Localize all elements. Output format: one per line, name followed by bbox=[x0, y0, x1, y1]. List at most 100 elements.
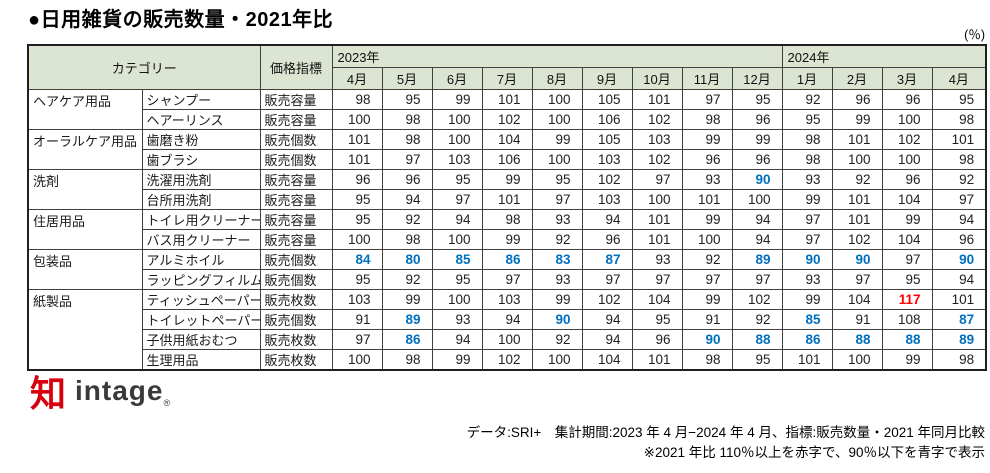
value-cell: 90 bbox=[931, 248, 987, 270]
value-cell: 100 bbox=[331, 348, 383, 370]
value-cell: 101 bbox=[931, 128, 987, 150]
value-cell: 99 bbox=[681, 208, 733, 230]
value-cell: 83 bbox=[531, 248, 583, 270]
month-header: 4月 bbox=[331, 66, 383, 90]
value-cell: 80 bbox=[381, 248, 433, 270]
value-cell: 105 bbox=[581, 88, 633, 110]
item-cell: トイレ用クリーナー bbox=[141, 208, 261, 230]
value-cell: 103 bbox=[481, 288, 533, 310]
month-header: 11月 bbox=[681, 66, 733, 90]
value-cell: 103 bbox=[581, 148, 633, 170]
month-header: 6月 bbox=[431, 66, 483, 90]
indicator-column-header: 価格指標 bbox=[259, 44, 333, 90]
value-cell: 100 bbox=[431, 108, 483, 130]
indicator-cell: 販売個数 bbox=[259, 248, 333, 270]
indicator-cell: 販売容量 bbox=[259, 168, 333, 190]
value-cell: 104 bbox=[881, 228, 933, 250]
value-cell: 100 bbox=[731, 188, 783, 210]
value-cell: 95 bbox=[731, 88, 783, 110]
value-cell: 98 bbox=[681, 108, 733, 130]
value-cell: 97 bbox=[731, 268, 783, 290]
value-cell: 94 bbox=[381, 188, 433, 210]
table-row: 生理用品 販売枚数 100 98 99 102 100 104 101 98 95 101 100 99 9… bbox=[28, 348, 987, 370]
value-cell: 95 bbox=[431, 268, 483, 290]
value-cell: 94 bbox=[481, 308, 533, 330]
value-cell: 100 bbox=[481, 328, 533, 350]
footer-legend-line: ※2021 年比 110％以上を赤字で、90％以下を青字で表示 bbox=[643, 445, 985, 460]
value-cell: 104 bbox=[581, 348, 633, 370]
indicator-cell: 販売枚数 bbox=[259, 288, 333, 310]
value-cell: 99 bbox=[431, 88, 483, 110]
value-cell: 101 bbox=[931, 288, 987, 310]
table-row: オーラルケア用品 歯磨き粉 販売個数 101 98 100 104 99 105 103 99 99 9… bbox=[27, 128, 987, 170]
year-2023-header: 2023年 bbox=[331, 44, 783, 68]
value-cell: 100 bbox=[431, 228, 483, 250]
value-cell: 95 bbox=[731, 348, 783, 370]
value-cell: 97 bbox=[531, 188, 583, 210]
value-cell: 100 bbox=[831, 148, 883, 170]
value-cell: 101 bbox=[631, 348, 683, 370]
value-cell: 96 bbox=[881, 168, 933, 190]
month-header: 1月 bbox=[781, 66, 833, 90]
value-cell: 103 bbox=[581, 188, 633, 210]
value-cell: 104 bbox=[631, 288, 683, 310]
value-cell: 96 bbox=[581, 228, 633, 250]
value-cell: 99 bbox=[531, 288, 583, 310]
value-cell: 89 bbox=[381, 308, 433, 330]
value-cell: 103 bbox=[631, 128, 683, 150]
value-cell: 95 bbox=[331, 208, 383, 230]
value-cell: 92 bbox=[381, 268, 433, 290]
item-cell: ラッピングフィルム bbox=[141, 268, 261, 290]
value-cell: 94 bbox=[581, 308, 633, 330]
value-cell: 98 bbox=[681, 348, 733, 370]
value-cell: 86 bbox=[781, 328, 833, 350]
value-cell: 95 bbox=[931, 88, 987, 110]
year-2024-header: 2024年 bbox=[781, 44, 987, 68]
value-cell: 96 bbox=[631, 328, 683, 350]
item-cell: 生理用品 bbox=[141, 348, 261, 370]
value-cell: 92 bbox=[781, 88, 833, 110]
value-cell: 89 bbox=[931, 328, 987, 350]
value-cell: 93 bbox=[531, 268, 583, 290]
value-cell: 97 bbox=[581, 268, 633, 290]
value-cell: 88 bbox=[831, 328, 883, 350]
value-cell: 97 bbox=[381, 148, 433, 170]
sales-table-container: カテゴリー 価格指標 2023年 2024年 4月 5月 6月 7月 8月 9月 10月 11… bbox=[27, 44, 988, 371]
value-cell: 97 bbox=[631, 268, 683, 290]
value-cell: 99 bbox=[781, 288, 833, 310]
category-cell: 洗剤 bbox=[27, 168, 143, 210]
value-cell: 97 bbox=[881, 248, 933, 270]
value-cell: 94 bbox=[431, 328, 483, 350]
value-cell: 102 bbox=[481, 108, 533, 130]
indicator-cell: 販売枚数 bbox=[259, 328, 333, 350]
item-cell: 洗濯用洗剤 bbox=[141, 168, 261, 190]
item-cell: シャンプー bbox=[141, 88, 261, 110]
value-cell: 98 bbox=[931, 108, 987, 130]
value-cell: 99 bbox=[681, 128, 733, 150]
month-header: 9月 bbox=[581, 66, 633, 90]
value-cell: 100 bbox=[431, 128, 483, 150]
value-cell: 99 bbox=[881, 208, 933, 230]
value-cell: 102 bbox=[581, 288, 633, 310]
value-cell: 90 bbox=[681, 328, 733, 350]
value-cell: 100 bbox=[631, 188, 683, 210]
value-cell: 100 bbox=[431, 288, 483, 310]
value-cell: 96 bbox=[731, 148, 783, 170]
indicator-cell: 販売個数 bbox=[259, 308, 333, 330]
category-cell: オーラルケア用品 bbox=[27, 128, 143, 170]
value-cell: 94 bbox=[431, 208, 483, 230]
value-cell: 100 bbox=[881, 108, 933, 130]
value-cell: 99 bbox=[431, 348, 483, 370]
page-title: ●日用雑貨の販売数量・2021年比 bbox=[28, 9, 334, 31]
value-cell: 86 bbox=[481, 248, 533, 270]
item-cell: 歯ブラシ bbox=[141, 148, 261, 170]
value-cell: 90 bbox=[731, 168, 783, 190]
value-cell: 95 bbox=[881, 268, 933, 290]
indicator-cell: 販売枚数 bbox=[259, 348, 333, 370]
value-cell: 95 bbox=[531, 168, 583, 190]
value-cell: 99 bbox=[481, 228, 533, 250]
indicator-cell: 販売容量 bbox=[259, 208, 333, 230]
value-cell: 92 bbox=[731, 308, 783, 330]
value-cell: 101 bbox=[631, 88, 683, 110]
value-cell: 96 bbox=[381, 168, 433, 190]
